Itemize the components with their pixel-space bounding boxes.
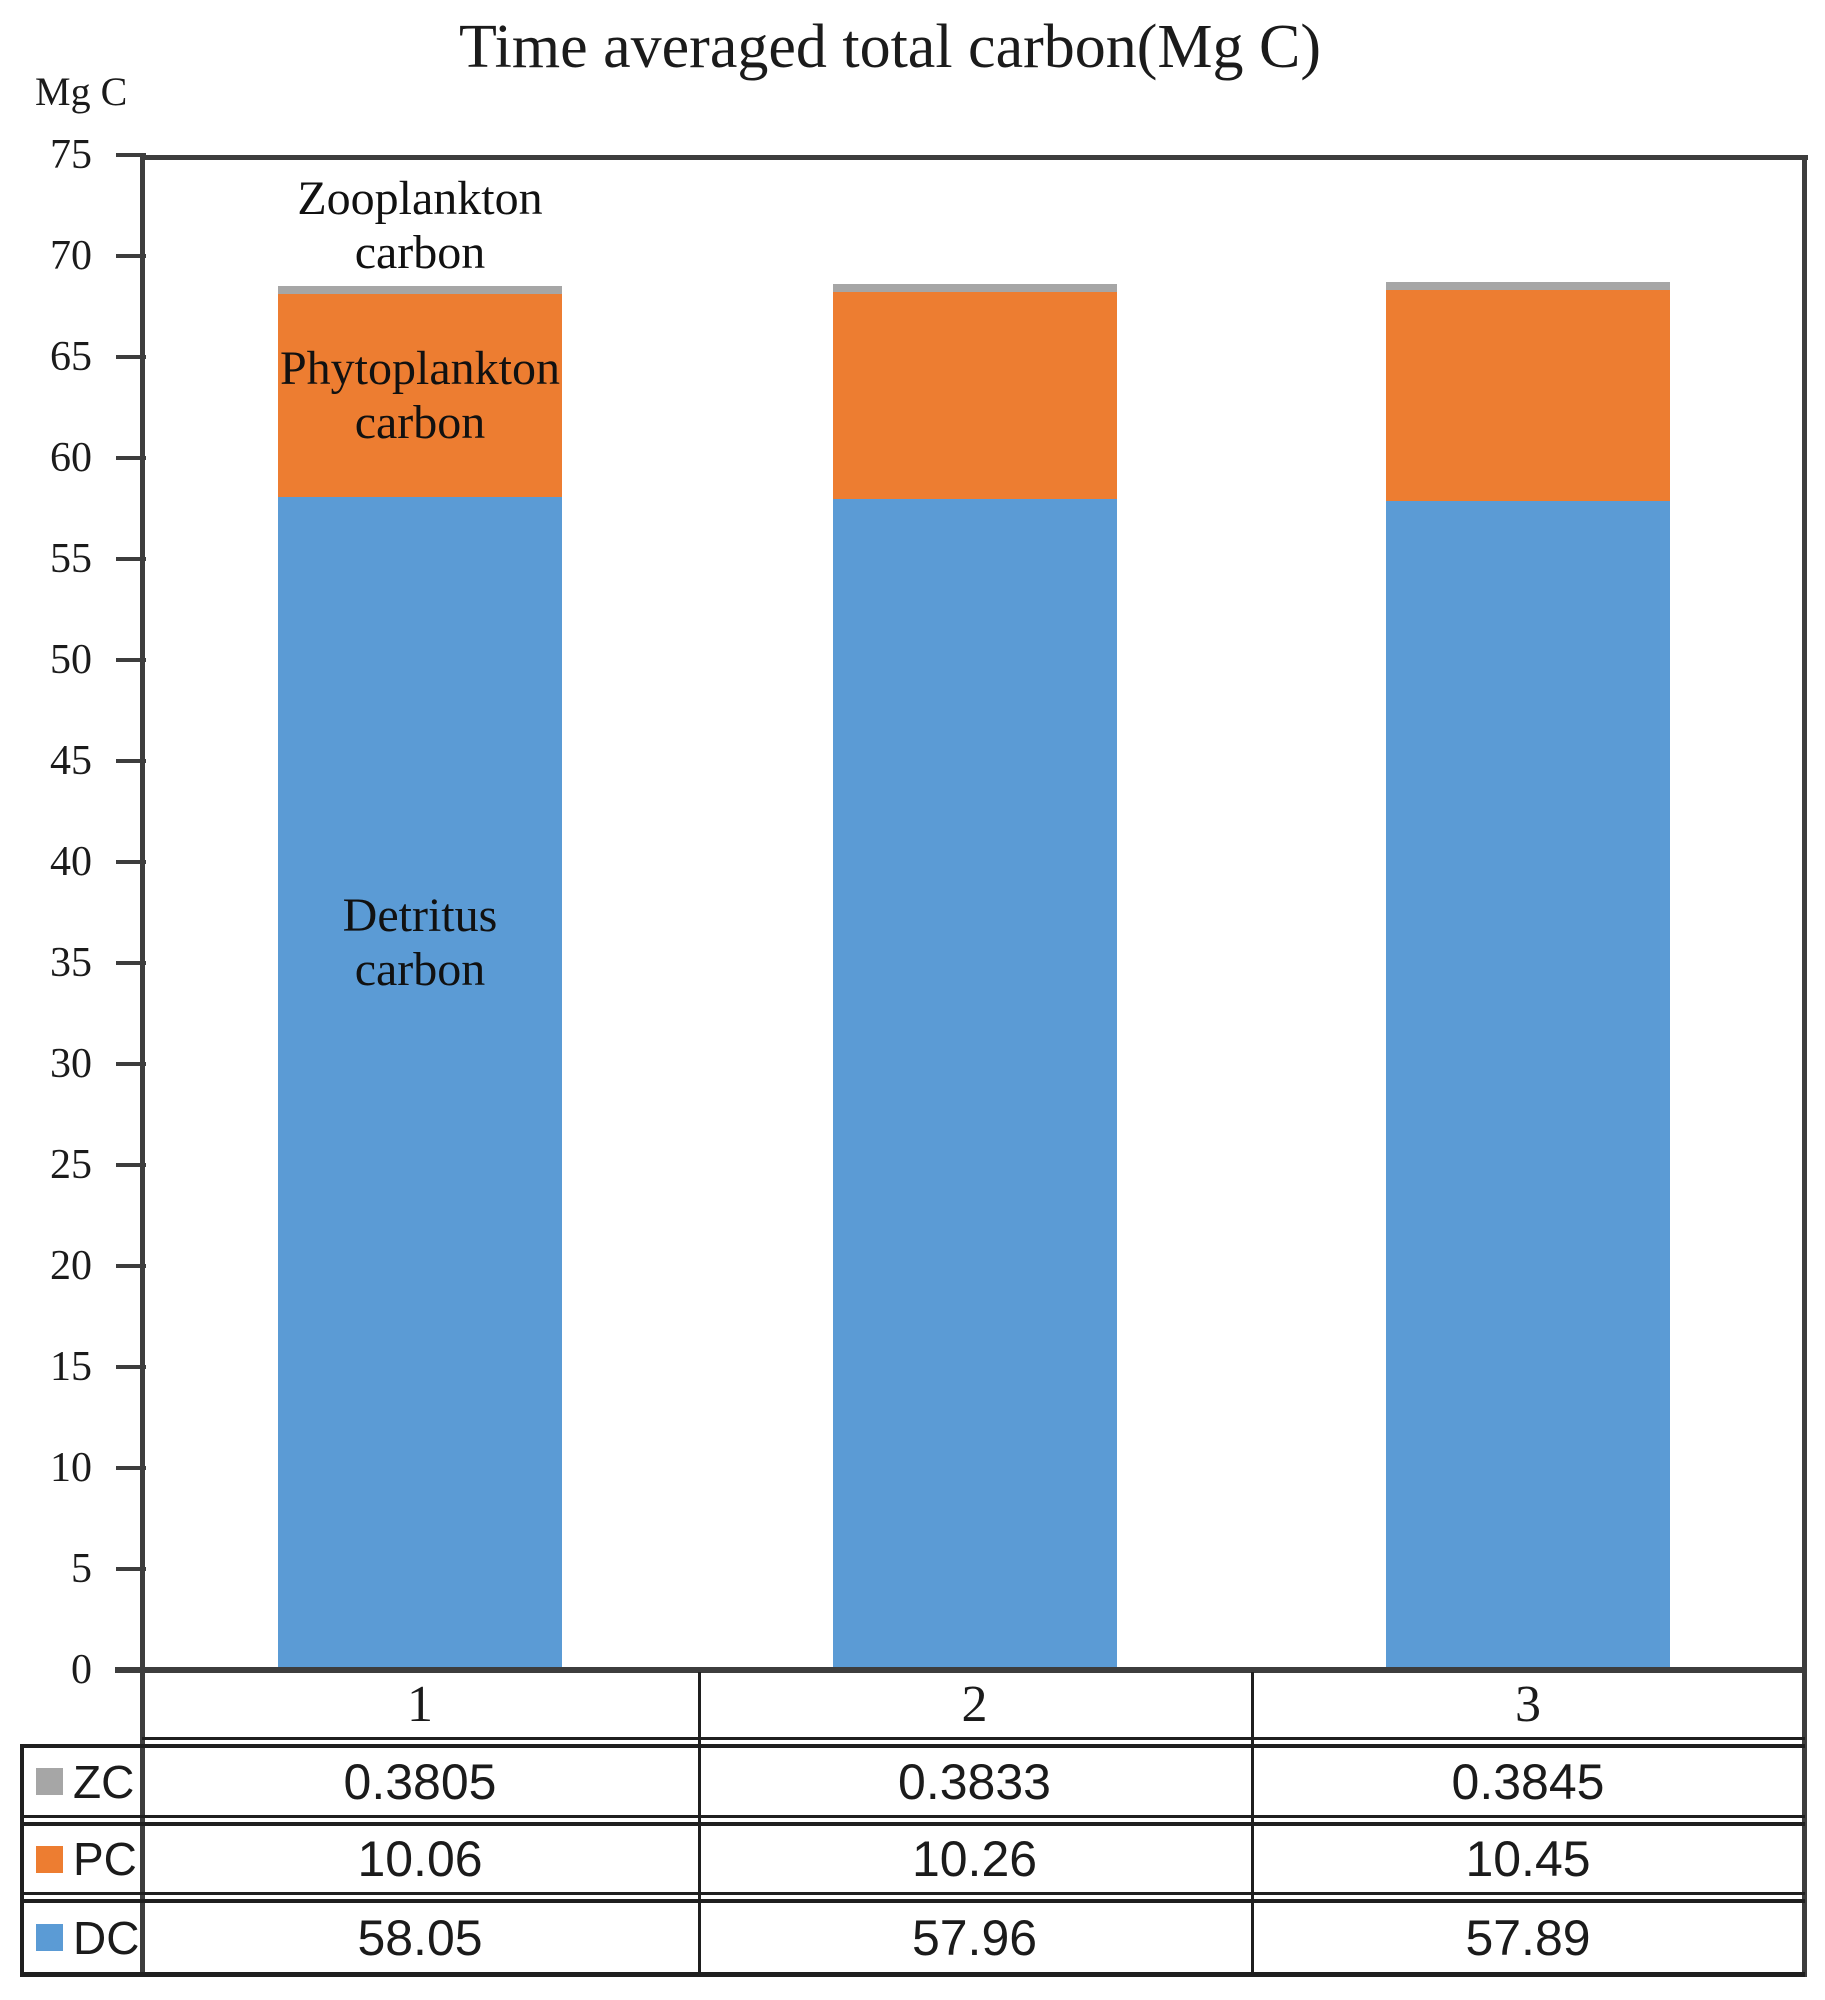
y-tick-label-30: 30 bbox=[50, 1041, 92, 1087]
y-tick-mark-50 bbox=[116, 658, 146, 662]
y-tick-mark-10 bbox=[116, 1466, 146, 1470]
y-tick-label-5: 5 bbox=[71, 1546, 92, 1592]
table-cell-zc-cat2: 0.3833 bbox=[898, 1753, 1051, 1810]
table-col-sep-2 bbox=[1251, 1672, 1254, 1972]
y-tick-label-20: 20 bbox=[50, 1243, 92, 1289]
legend-swatch-dc bbox=[36, 1924, 63, 1951]
y-tick-mark-55 bbox=[116, 557, 146, 561]
table-cell-zc-cat1: 0.3805 bbox=[343, 1753, 497, 1810]
y-tick-label-50: 50 bbox=[50, 637, 92, 683]
legend-cell-zc: ZC bbox=[24, 1748, 148, 1815]
y-tick-label-0: 0 bbox=[71, 1647, 92, 1693]
table-cell-pc-cat2: 10.26 bbox=[911, 1831, 1038, 1887]
y-tick-mark-5 bbox=[116, 1567, 146, 1571]
y-axis-line bbox=[140, 155, 145, 1977]
legend-cell-dc: DC bbox=[24, 1903, 148, 1972]
y-tick-label-25: 25 bbox=[50, 1142, 92, 1188]
legend-label-pc: PC bbox=[73, 1833, 137, 1885]
bar-3-segment-dc-rect bbox=[1386, 501, 1670, 1670]
y-tick-mark-70 bbox=[116, 254, 146, 258]
table-header-category-2: 2 bbox=[961, 1676, 988, 1733]
table-row-sep-1-thick bbox=[20, 1822, 1805, 1826]
annotation-phytoplankton-carbon: Phytoplankton carbon bbox=[279, 341, 560, 449]
legend-label-zc: ZC bbox=[73, 1755, 135, 1808]
y-tick-mark-40 bbox=[116, 860, 146, 864]
y-tick-label-35: 35 bbox=[50, 940, 92, 986]
y-tick-mark-45 bbox=[116, 759, 146, 763]
y-tick-mark-65 bbox=[116, 355, 146, 359]
bar-2-segment-dc-rect bbox=[833, 499, 1117, 1670]
y-axis-unit-label: Mg C bbox=[35, 69, 128, 114]
y-tick-label-65: 65 bbox=[50, 334, 92, 380]
legend-swatch-pc bbox=[36, 1845, 63, 1873]
table-row-sep-2-thick bbox=[20, 1899, 1805, 1903]
y-tick-mark-75 bbox=[116, 153, 146, 157]
bar-1-segment-dc-rect bbox=[278, 497, 562, 1670]
y-tick-mark-60 bbox=[116, 456, 146, 460]
bar-3-segment-zc-rect bbox=[1386, 282, 1670, 290]
y-tick-label-55: 55 bbox=[50, 536, 92, 582]
x-axis-line bbox=[115, 1667, 1805, 1673]
bar-2-segment-zc-rect bbox=[833, 284, 1117, 292]
table-cell-zc-cat3: 0.3845 bbox=[1451, 1753, 1605, 1810]
table-header-category-1: 1 bbox=[407, 1676, 433, 1733]
annotation-detritus-carbon: Detritus carbon bbox=[342, 889, 498, 996]
y-tick-label-60: 60 bbox=[50, 435, 92, 481]
legend-swatch-zc bbox=[36, 1768, 63, 1795]
table-row-sep-1-thin bbox=[20, 1815, 1805, 1818]
bar-3-segment-pc-rect bbox=[1386, 290, 1670, 501]
table-col-sep-1 bbox=[698, 1672, 701, 1972]
table-row-sep-2-thin bbox=[20, 1892, 1805, 1895]
legend-label-dc: DC bbox=[73, 1911, 140, 1964]
y-tick-mark-15 bbox=[116, 1365, 146, 1369]
table-cell-dc-cat3: 57.89 bbox=[1465, 1909, 1591, 1966]
legend-cell-pc: PC bbox=[24, 1826, 148, 1892]
table-cell-dc-cat1: 58.05 bbox=[357, 1909, 483, 1966]
y-tick-label-40: 40 bbox=[50, 839, 92, 885]
bar-2-segment-pc-rect bbox=[833, 292, 1117, 499]
annotation-zooplankton-carbon: Zooplankton carbon bbox=[297, 172, 543, 279]
bar-1-segment-zc-rect bbox=[278, 286, 562, 294]
y-tick-label-70: 70 bbox=[50, 233, 92, 279]
y-tick-mark-30 bbox=[116, 1062, 146, 1066]
table-cell-pc-cat1: 10.06 bbox=[357, 1831, 483, 1887]
table-header-category-3: 3 bbox=[1515, 1676, 1541, 1733]
chart-title: Time averaged total carbon(Mg C) bbox=[458, 13, 1322, 81]
table-bottom-border bbox=[20, 1972, 1805, 1977]
y-tick-label-10: 10 bbox=[50, 1445, 92, 1491]
plot-right-border bbox=[1802, 155, 1807, 1977]
y-tick-mark-35 bbox=[116, 961, 146, 965]
bar-1-segment-pc-rect bbox=[278, 294, 562, 497]
table-legend-top-line bbox=[20, 1744, 1805, 1748]
y-tick-mark-20 bbox=[116, 1264, 146, 1268]
table-cell-pc-cat3: 10.45 bbox=[1465, 1831, 1591, 1887]
table-header-bottom-line bbox=[142, 1737, 1805, 1740]
y-tick-label-45: 45 bbox=[50, 738, 92, 784]
table-cell-dc-cat2: 57.96 bbox=[911, 1909, 1038, 1966]
table-legend-left-border bbox=[20, 1744, 24, 1977]
y-tick-label-15: 15 bbox=[50, 1344, 92, 1390]
plot-top-border bbox=[142, 155, 1808, 160]
y-tick-mark-25 bbox=[116, 1163, 146, 1167]
y-tick-label-75: 75 bbox=[50, 132, 92, 178]
